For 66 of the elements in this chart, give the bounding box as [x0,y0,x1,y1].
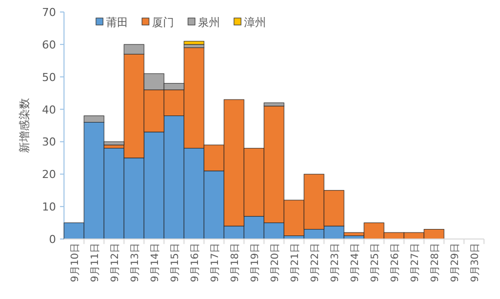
bar [244,148,264,217]
x-tick-label: 9月11日 [90,243,101,282]
x-tick-label: 9月10日 [70,243,81,282]
x-tick-label: 9月22日 [310,243,321,282]
bar [164,90,184,116]
y-tick-label: 40 [42,103,56,116]
bar [104,148,124,240]
x-tick-label: 9月18日 [230,243,241,282]
legend-label: 厦门 [152,16,174,29]
bar [404,232,424,240]
x-tick-label: 9月21日 [290,243,301,282]
bar [264,222,284,240]
x-tick-label: 9月14日 [150,243,161,282]
bar [164,116,184,240]
y-tick-label: 0 [49,233,56,246]
bar [184,47,204,148]
x-tick-label: 9月15日 [170,243,181,282]
bar [364,222,384,240]
x-tick-label: 9月16日 [190,243,201,282]
x-tick-label: 9月27日 [410,243,421,282]
y-tick-label: 30 [42,136,56,149]
bar [204,170,224,240]
bar [124,158,144,240]
legend-label: 泉州 [198,16,220,29]
bar [264,106,284,224]
y-tick-label: 50 [42,70,56,84]
bar [144,73,164,90]
bar [304,174,324,230]
bar [104,141,124,146]
y-tick-label: 60 [42,38,56,52]
x-tick-label: 9月26日 [390,243,401,282]
bar [64,222,84,240]
bar [324,190,344,226]
bar [424,229,444,240]
bar [384,232,404,240]
y-tick-label: 20 [42,168,56,182]
y-axis-title: 新增感染数 [18,98,31,153]
bar [164,83,184,90]
legend-label: 莆田 [106,16,128,29]
x-tick-label: 9月24日 [350,243,361,282]
x-tick-label: 9月25日 [370,243,381,282]
bar [144,132,164,240]
x-tick-label: 9月12日 [110,243,121,282]
x-tick-label: 9月28日 [430,243,441,282]
y-tick-label: 10 [42,200,56,214]
bar [224,99,244,226]
bar [184,148,204,240]
legend-label: 漳州 [244,16,266,29]
y-tick-label: 70 [42,6,56,19]
x-tick-label: 9月30日 [470,243,481,282]
bar [284,200,304,236]
x-tick-label: 9月13日 [130,243,141,282]
x-tick-label: 9月17日 [210,243,221,282]
bar [244,216,264,240]
x-tick-label: 9月29日 [450,243,461,282]
bar [144,90,164,132]
bar [84,122,104,240]
x-tick-label: 9月23日 [330,243,341,282]
bar [84,116,104,123]
bar [264,102,284,106]
x-tick-label: 9月19日 [250,243,261,282]
x-tick-label: 9月20日 [270,243,281,282]
bar [204,144,224,172]
bar [124,54,144,158]
bar [124,44,144,54]
bar [344,232,364,236]
